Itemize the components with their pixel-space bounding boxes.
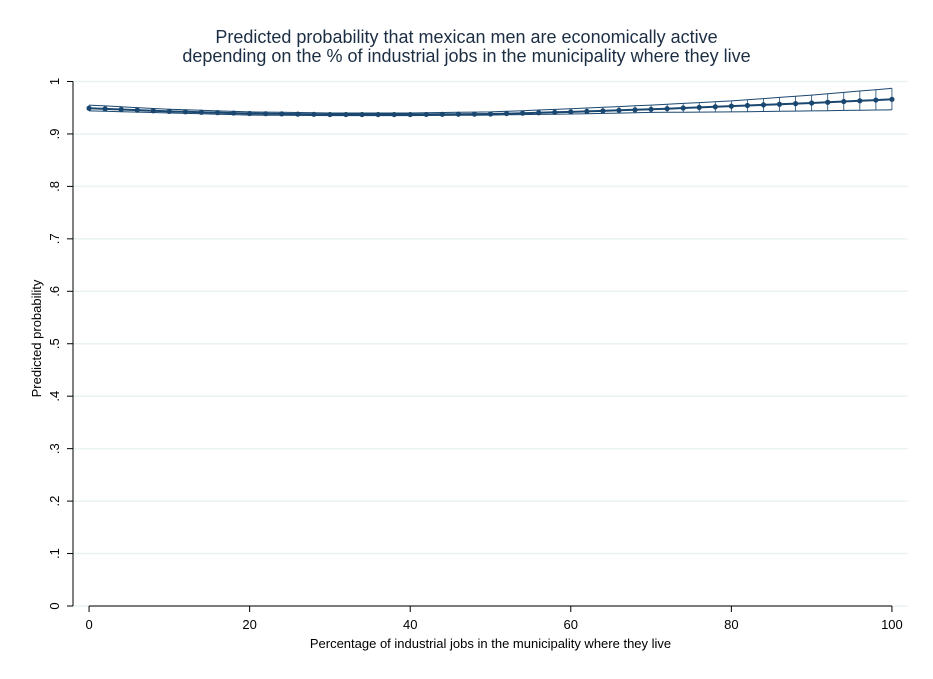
data-point [616, 107, 622, 113]
data-point [632, 107, 638, 113]
data-point [391, 111, 397, 118]
axes: 0 .1 .2 .3 .4 .5 .6 .7 .8 .9 1 0 20 40 60 80 100 [47, 78, 903, 632]
data-point [487, 111, 494, 117]
data-point [359, 111, 365, 118]
data-point [198, 109, 205, 115]
data-point [857, 98, 863, 104]
data-point [552, 109, 558, 115]
grid-lines [73, 80, 908, 607]
chart-title: Predicted probability that mexican men a… [215, 27, 718, 47]
data-point [455, 111, 461, 117]
data-point [889, 96, 895, 102]
x-tick-label: 40 [403, 617, 417, 632]
y-tick-label: 0 [47, 602, 62, 609]
data-point [166, 108, 172, 114]
data-point [584, 108, 590, 114]
y-tick-label: .1 [47, 548, 62, 559]
y-tick-label: .3 [47, 443, 62, 454]
data-point [664, 106, 670, 112]
prediction-line [86, 96, 895, 118]
y-tick-label: .4 [47, 391, 62, 402]
data-point [792, 101, 799, 107]
y-axis-title: Predicted probability [29, 279, 44, 397]
data-point [182, 109, 189, 115]
data-point [680, 105, 686, 111]
data-point [696, 104, 702, 111]
y-tick-label: .5 [47, 338, 62, 349]
y-tick-label: .8 [47, 181, 62, 192]
data-point [102, 106, 108, 112]
data-point [279, 111, 285, 117]
x-tick-label: 0 [85, 617, 92, 632]
x-tick-label: 60 [564, 617, 578, 632]
data-point [327, 111, 333, 118]
data-point [375, 111, 381, 118]
data-point [503, 110, 510, 117]
x-tick-label: 80 [724, 617, 738, 632]
data-point [568, 109, 574, 115]
data-point [873, 97, 879, 103]
data-point [600, 108, 606, 114]
data-point [118, 106, 124, 113]
data-point [744, 102, 751, 109]
y-tick-label: .9 [47, 129, 62, 140]
data-point [295, 111, 301, 117]
y-tick-label: .6 [47, 286, 62, 297]
y-tick-label: 1 [47, 78, 62, 85]
data-point [809, 100, 815, 106]
x-tick-label: 100 [881, 617, 903, 632]
data-point [471, 111, 478, 117]
data-point [423, 111, 429, 118]
data-point [728, 103, 734, 109]
data-point [841, 98, 847, 105]
data-point [760, 102, 767, 108]
data-point [407, 111, 413, 118]
data-point [520, 110, 526, 116]
data-point [536, 110, 542, 116]
data-point [247, 110, 253, 117]
data-point [311, 111, 317, 117]
y-tick-label: .2 [47, 496, 62, 507]
data-point [230, 110, 237, 116]
data-point [776, 101, 783, 107]
data-point [263, 111, 269, 117]
data-point [214, 110, 221, 116]
data-point [86, 105, 92, 111]
chart-subtitle: depending on the % of industrial jobs in… [182, 46, 751, 66]
x-axis-title: Percentage of industrial jobs in the mun… [310, 636, 671, 651]
data-point [825, 99, 831, 105]
data-point [343, 111, 349, 118]
y-tick-label: .7 [47, 233, 62, 244]
data-point [150, 108, 156, 114]
ci-upper-bound [89, 87, 892, 114]
data-point [648, 106, 654, 112]
data-point [134, 107, 140, 113]
x-tick-label: 20 [242, 617, 256, 632]
data-point [712, 104, 718, 110]
data-point [439, 111, 445, 117]
